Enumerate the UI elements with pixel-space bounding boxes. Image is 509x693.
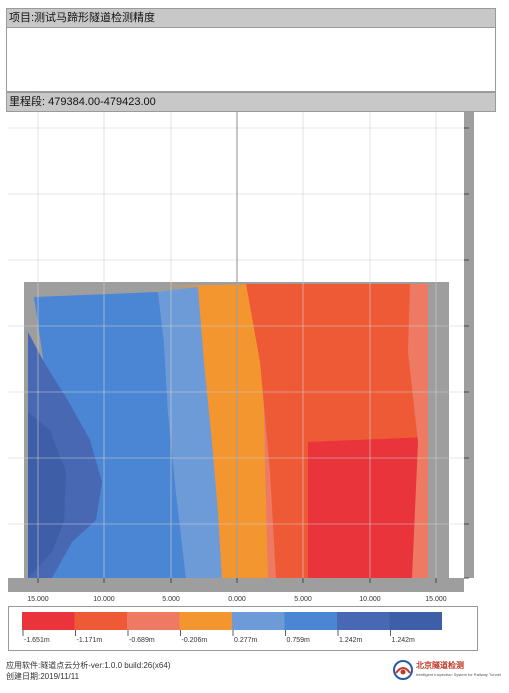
company-logo: 北京隧道检测 Intelligent Inspection System for… (392, 659, 502, 689)
legend-label: 0.759m (287, 637, 311, 644)
software-version: 应用软件:隧道点云分析-ver:1.0.0 build:26(x64) (6, 660, 171, 671)
legend-label: -0.689m (129, 637, 155, 644)
footer-info: 应用软件:隧道点云分析-ver:1.0.0 build:26(x64) 创建日期… (6, 660, 171, 682)
notes-area (6, 28, 496, 92)
legend-swatch (232, 612, 285, 630)
chainage-bar: 里程段: 479384.00-479423.00 (6, 92, 496, 112)
legend-label: 1.242m (339, 637, 363, 644)
legend-swatches (22, 612, 442, 630)
project-label: 项目:测试马蹄形隧道检测精度 (9, 12, 155, 24)
legend-swatch (180, 612, 233, 630)
x-tick-label: 5.000 (162, 596, 180, 603)
y-axis-bar (464, 112, 474, 578)
legend-swatch (75, 612, 128, 630)
project-title-bar: 项目:测试马蹄形隧道检测精度 (6, 8, 496, 28)
deviation-heatmap: 15.000 10.000 5.000 0.000 5.000 10.000 15.000 … (8, 112, 478, 622)
x-axis-bar (8, 578, 464, 592)
x-tick-label: 15.000 (425, 596, 447, 603)
legend-label: 0.277m (234, 637, 258, 644)
legend-label: -1.171m (77, 637, 103, 644)
x-tick-label: 0.000 (228, 596, 246, 603)
legend-swatch (337, 612, 390, 630)
legend-swatch (390, 612, 443, 630)
legend-swatch (285, 612, 338, 630)
legend-label: -1.651m (24, 637, 50, 644)
logo-name: 北京隧道检测 (416, 660, 464, 671)
logo-emblem-icon (392, 659, 414, 681)
legend-swatch (127, 612, 180, 630)
logo-subtitle: Intelligent Inspection System for Railwa… (416, 672, 501, 677)
x-tick-label: 10.000 (359, 596, 381, 603)
x-tick-label: 15.000 (27, 596, 49, 603)
x-tick-label: 5.000 (294, 596, 312, 603)
x-tick-label: 10.000 (93, 596, 115, 603)
legend-swatch (22, 612, 75, 630)
chainage-label: 里程段: 479384.00-479423.00 (9, 96, 156, 108)
created-date: 创建日期:2019/11/11 (6, 671, 171, 682)
legend-label: 1.242m (392, 637, 416, 644)
legend-label: -0.206m (182, 637, 208, 644)
color-legend: -1.651m -1.171m -0.689m -0.206m 0.277m 0.759m… (8, 606, 478, 651)
